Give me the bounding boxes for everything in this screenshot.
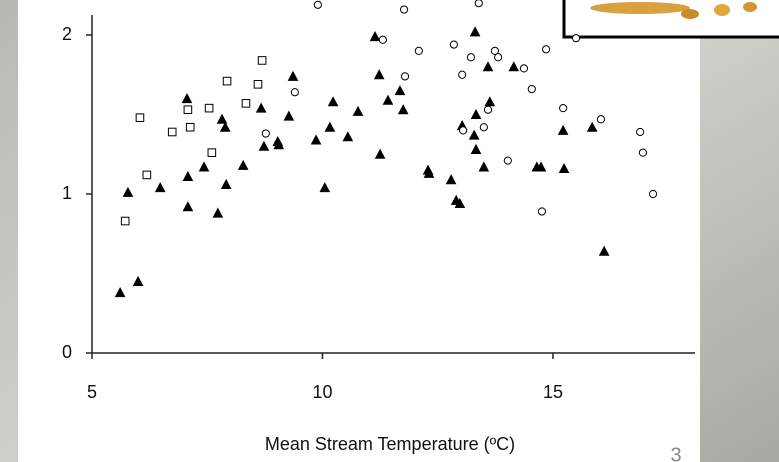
point xyxy=(382,94,394,105)
point xyxy=(648,189,658,199)
point xyxy=(283,110,295,121)
y-tick-label: 2 xyxy=(62,24,72,44)
point xyxy=(484,96,496,107)
point xyxy=(399,5,409,14)
point xyxy=(182,170,194,182)
point xyxy=(586,121,598,132)
point xyxy=(198,161,210,172)
point xyxy=(220,178,232,189)
point xyxy=(423,167,435,178)
point xyxy=(571,34,581,43)
point xyxy=(352,105,364,116)
point xyxy=(378,35,387,44)
point xyxy=(185,122,195,132)
inset-photo xyxy=(562,0,779,39)
point xyxy=(449,40,458,49)
point xyxy=(132,275,144,286)
point xyxy=(638,148,647,157)
point xyxy=(167,127,177,137)
point xyxy=(394,85,406,96)
point xyxy=(207,148,217,157)
point xyxy=(468,129,480,140)
point xyxy=(445,174,457,185)
point xyxy=(474,0,483,8)
point xyxy=(397,104,409,115)
x-tick-label: 15 xyxy=(543,382,563,402)
point xyxy=(483,105,493,114)
point xyxy=(503,156,512,165)
chart-panel xyxy=(18,0,700,462)
point xyxy=(478,161,490,172)
point xyxy=(182,201,194,212)
point xyxy=(527,84,536,94)
point xyxy=(290,88,299,97)
point xyxy=(596,115,606,124)
x-axis-label: Mean Stream Temperature (ºC) xyxy=(265,434,515,454)
point xyxy=(479,123,488,132)
point xyxy=(258,140,270,151)
point xyxy=(482,61,494,72)
point xyxy=(559,104,568,113)
point xyxy=(537,207,547,216)
point xyxy=(273,139,285,150)
point xyxy=(287,70,299,81)
point xyxy=(519,64,529,73)
point xyxy=(324,121,336,132)
point xyxy=(636,127,645,137)
point xyxy=(204,103,214,113)
point xyxy=(135,113,145,122)
point xyxy=(557,124,569,135)
point xyxy=(458,126,468,135)
point xyxy=(222,76,232,86)
point xyxy=(237,159,249,170)
point xyxy=(470,143,482,154)
point xyxy=(466,53,476,62)
point xyxy=(212,207,224,218)
point xyxy=(310,134,322,145)
point xyxy=(122,186,134,197)
point xyxy=(374,148,386,159)
point xyxy=(373,69,385,80)
point xyxy=(342,131,354,142)
point xyxy=(458,70,467,79)
point xyxy=(154,182,166,193)
point xyxy=(142,170,152,180)
point xyxy=(241,99,251,108)
point xyxy=(535,161,547,172)
x-tick-label: 5 xyxy=(87,382,97,402)
point xyxy=(216,113,228,124)
point xyxy=(183,105,193,115)
point xyxy=(558,162,570,174)
y-tick-label: 0 xyxy=(62,342,72,362)
page-number: 3 xyxy=(670,444,681,462)
point xyxy=(120,216,130,226)
point xyxy=(369,31,381,42)
point xyxy=(313,0,322,9)
x-tick-label: 10 xyxy=(312,382,332,402)
point xyxy=(400,72,410,81)
point xyxy=(490,46,500,56)
point xyxy=(255,102,267,113)
point xyxy=(327,96,339,107)
point xyxy=(219,121,231,132)
point xyxy=(414,46,423,56)
point xyxy=(470,108,482,119)
point xyxy=(454,197,466,209)
y-tick-label: 1 xyxy=(62,183,72,203)
point xyxy=(253,79,263,89)
point xyxy=(508,61,520,72)
point xyxy=(319,182,331,193)
point xyxy=(541,45,551,54)
point xyxy=(257,56,267,65)
point xyxy=(261,129,270,138)
point xyxy=(598,245,610,256)
point xyxy=(181,93,193,104)
point xyxy=(114,287,126,298)
point xyxy=(469,26,481,37)
point xyxy=(494,53,503,62)
